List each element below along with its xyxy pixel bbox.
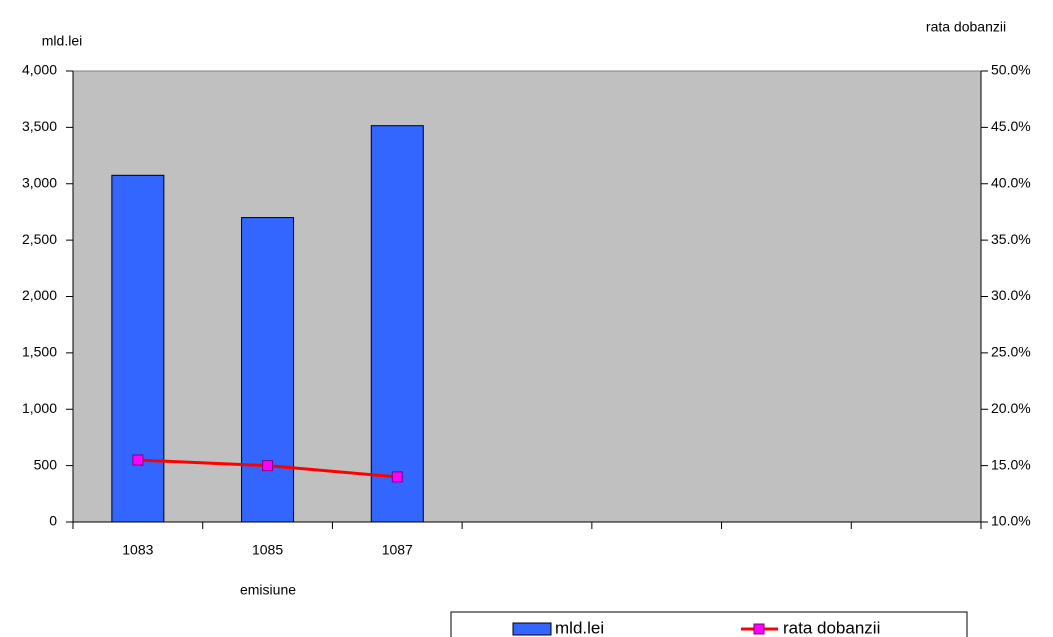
bar [111,174,165,523]
y-axis-title: mld.lei [42,33,82,49]
bar [241,217,295,523]
y-tick-label: 1,000 [22,400,57,416]
y2-tick-label: 15.0% [991,456,1031,472]
x-tick-label: 1083 [122,542,153,558]
y2-tick-label: 10.0% [991,513,1031,529]
y2-tick-label: 50.0% [991,62,1031,78]
legend-marker [753,623,765,635]
bar [370,125,424,523]
plot-area [72,70,982,523]
y-tick-label: 500 [34,456,58,472]
y-tick-label: 4,000 [22,62,57,78]
marker [391,471,403,483]
y2-tick-label: 45.0% [991,118,1031,134]
y2-tick-label: 25.0% [991,344,1031,360]
y2-tick-label: 30.0% [991,287,1031,303]
y-tick-label: 2,000 [22,287,57,303]
marker [262,460,274,472]
y-tick-label: 1,500 [22,344,57,360]
y2-tick-label: 40.0% [991,174,1031,190]
x-tick-label: 1087 [382,542,413,558]
y2-axis-title: rata dobanzii [926,19,1006,35]
legend-swatch [512,622,552,636]
y-tick-label: 2,500 [22,231,57,247]
y-tick-label: 0 [49,513,57,529]
legend-label: rata dobanzii [783,618,880,637]
y-tick-label: 3,000 [22,174,57,190]
x-axis-title: emisiune [240,582,296,598]
marker [132,454,144,466]
x-tick-label: 1085 [252,542,283,558]
y-tick-label: 3,500 [22,118,57,134]
y2-tick-label: 20.0% [991,400,1031,416]
y2-tick-label: 35.0% [991,231,1031,247]
legend-label: mld.lei [555,618,604,637]
